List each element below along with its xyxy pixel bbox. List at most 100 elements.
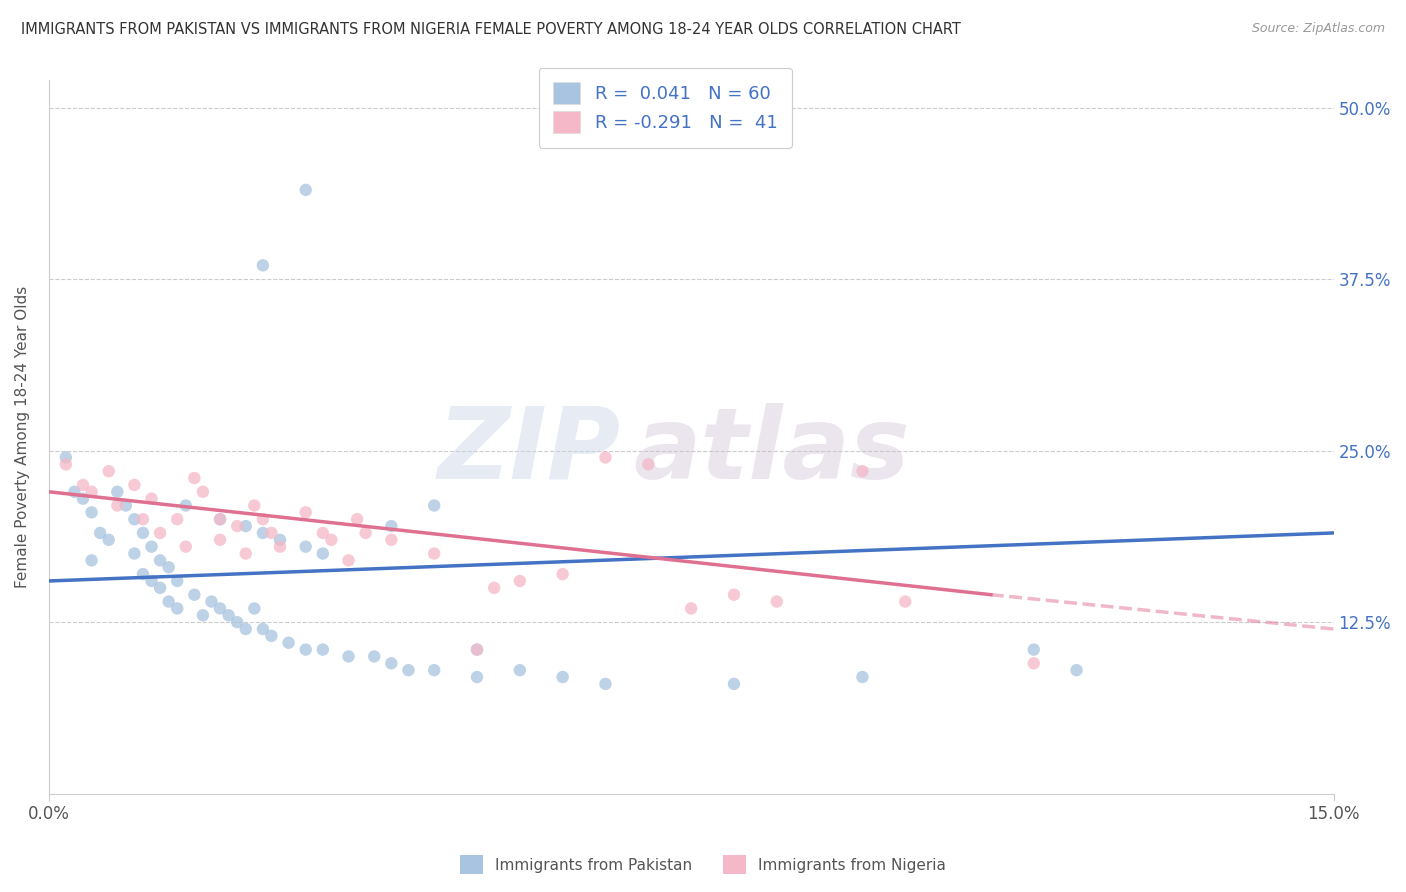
Text: ZIP: ZIP [437,402,620,500]
Point [97,464,120,478]
Point [423,663,446,677]
Point [235,622,257,636]
Point [235,519,257,533]
Legend: R =  0.041   N = 60, R = -0.291   N =  41: R = 0.041 N = 60, R = -0.291 N = 41 [538,68,792,148]
Point [312,642,335,657]
Point [637,458,659,472]
Point [380,657,402,671]
Point [55,458,77,472]
Point [294,183,316,197]
Point [277,636,299,650]
Point [294,540,316,554]
Point [595,450,617,465]
Point [166,574,188,588]
Point [398,663,420,677]
Point [851,670,873,684]
Point [595,677,617,691]
Point [851,464,873,478]
Point [209,601,232,615]
Point [465,642,488,657]
Point [551,670,574,684]
Point [105,499,128,513]
Point [723,677,745,691]
Point [269,540,291,554]
Y-axis label: Female Poverty Among 18-24 Year Olds: Female Poverty Among 18-24 Year Olds [15,285,30,588]
Point [114,499,136,513]
Point [132,567,155,582]
Point [269,533,291,547]
Point [1066,663,1088,677]
Point [63,484,86,499]
Point [465,642,488,657]
Point [243,499,266,513]
Point [723,588,745,602]
Point [226,615,249,629]
Point [124,547,146,561]
Point [183,588,205,602]
Point [363,649,385,664]
Point [183,471,205,485]
Point [132,512,155,526]
Text: Source: ZipAtlas.com: Source: ZipAtlas.com [1251,22,1385,36]
Point [149,553,172,567]
Point [80,484,103,499]
Point [894,594,917,608]
Point [252,525,274,540]
Point [380,519,402,533]
Point [346,512,368,526]
Point [354,525,377,540]
Point [141,540,163,554]
Point [174,499,197,513]
Point [260,525,283,540]
Point [157,560,180,574]
Point [105,484,128,499]
Point [80,505,103,519]
Point [97,533,120,547]
Point [321,533,343,547]
Point [191,484,214,499]
Point [509,663,531,677]
Point [312,547,335,561]
Point [681,128,703,142]
Point [337,553,360,567]
Point [294,505,316,519]
Point [765,594,787,608]
Point [252,622,274,636]
Point [191,608,214,623]
Point [200,594,222,608]
Point [423,547,446,561]
Point [209,512,232,526]
Point [681,601,703,615]
Point [337,649,360,664]
Point [174,540,197,554]
Point [209,512,232,526]
Point [55,450,77,465]
Point [252,258,274,272]
Point [166,601,188,615]
Point [218,608,240,623]
Text: atlas: atlas [633,402,910,500]
Point [89,525,111,540]
Point [132,525,155,540]
Point [149,581,172,595]
Point [124,478,146,492]
Point [260,629,283,643]
Point [423,499,446,513]
Point [226,519,249,533]
Point [124,512,146,526]
Text: IMMIGRANTS FROM PAKISTAN VS IMMIGRANTS FROM NIGERIA FEMALE POVERTY AMONG 18-24 Y: IMMIGRANTS FROM PAKISTAN VS IMMIGRANTS F… [21,22,960,37]
Point [209,533,232,547]
Point [482,581,505,595]
Point [1022,642,1045,657]
Point [509,574,531,588]
Point [380,533,402,547]
Legend: Immigrants from Pakistan, Immigrants from Nigeria: Immigrants from Pakistan, Immigrants fro… [454,849,952,880]
Point [1022,657,1045,671]
Point [72,491,94,506]
Point [235,547,257,561]
Point [166,512,188,526]
Point [72,478,94,492]
Point [465,670,488,684]
Point [551,567,574,582]
Point [141,574,163,588]
